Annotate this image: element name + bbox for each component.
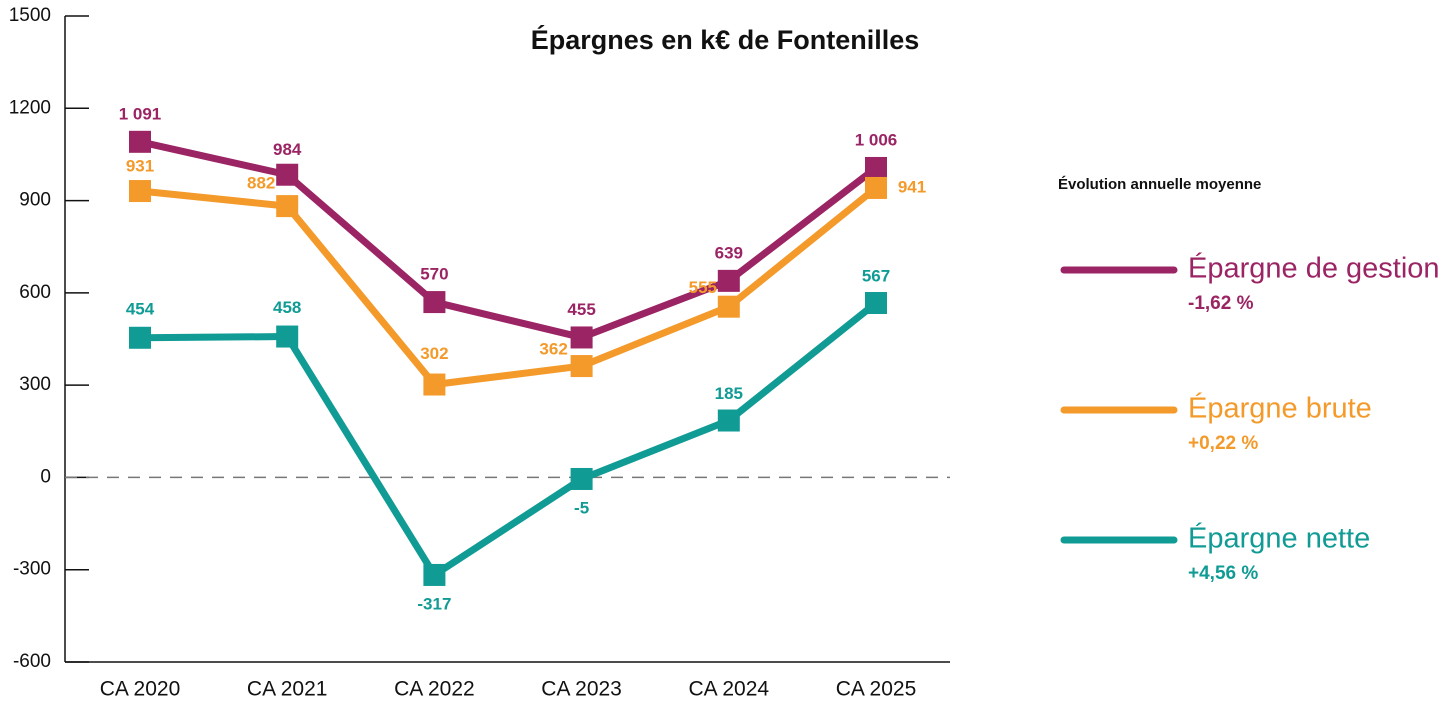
y-tick-label: 1200 [9, 97, 51, 118]
x-tick-label: CA 2025 [836, 678, 917, 701]
data-point [423, 291, 446, 314]
data-point [129, 130, 151, 153]
data-point [276, 163, 299, 186]
series-line [139, 185, 879, 389]
data-label: -317 [417, 594, 451, 613]
y-tick-label: 300 [19, 374, 51, 395]
data-point [570, 467, 593, 490]
data-label: 984 [273, 140, 302, 159]
legend-title: Évolution annuelle moyenne [1058, 176, 1261, 193]
y-tick-label: 1500 [9, 5, 51, 26]
data-label: 362 [539, 340, 567, 359]
data-label: 567 [862, 266, 890, 285]
x-tick-label: CA 2020 [100, 678, 181, 701]
y-tick-label: -300 [13, 559, 51, 580]
x-tick-label: CA 2023 [541, 678, 622, 701]
data-label: 570 [420, 265, 448, 284]
data-label: 931 [126, 157, 154, 176]
data-label: 458 [273, 298, 301, 317]
data-label: -5 [574, 498, 589, 517]
legend-evolution: +0,22 % [1188, 433, 1258, 454]
legend-name: Épargne de gestion [1188, 252, 1440, 285]
data-label: 941 [898, 177, 926, 196]
y-tick-label: 600 [19, 282, 51, 303]
data-point [717, 269, 740, 292]
data-label: 555 [689, 278, 717, 297]
chart-title: Épargnes en k€ de Fontenilles [531, 24, 920, 55]
data-point [570, 326, 593, 349]
x-tick-label: CA 2022 [394, 678, 475, 701]
data-label: 455 [567, 300, 595, 319]
data-label: 639 [715, 243, 743, 262]
data-point [570, 355, 593, 378]
y-tick-label: 900 [19, 190, 51, 211]
data-point [276, 195, 299, 218]
data-point [865, 156, 887, 179]
data-point [129, 326, 151, 349]
y-tick-label: 0 [40, 466, 51, 487]
series-line [139, 300, 879, 579]
legend-name: Épargne nette [1188, 522, 1370, 555]
data-point [276, 325, 299, 348]
y-tick-label: -600 [13, 651, 51, 672]
data-label: 454 [126, 299, 155, 318]
data-point [717, 409, 740, 432]
data-label: 1 006 [855, 130, 898, 149]
legend-evolution: +4,56 % [1188, 563, 1258, 584]
data-point [865, 292, 887, 315]
data-point [423, 563, 446, 586]
data-point [865, 176, 887, 199]
legend-name: Épargne brute [1188, 392, 1372, 425]
data-label: 302 [420, 344, 448, 363]
data-label: 882 [247, 174, 275, 193]
legend-evolution: -1,62 % [1188, 293, 1254, 314]
data-point [423, 373, 446, 396]
x-tick-label: CA 2021 [247, 678, 328, 701]
data-label: 1 091 [119, 104, 162, 123]
x-tick-label: CA 2024 [689, 678, 770, 701]
series-line [139, 138, 879, 341]
data-label: 185 [715, 384, 743, 403]
data-point [129, 180, 151, 203]
data-point [717, 295, 740, 318]
